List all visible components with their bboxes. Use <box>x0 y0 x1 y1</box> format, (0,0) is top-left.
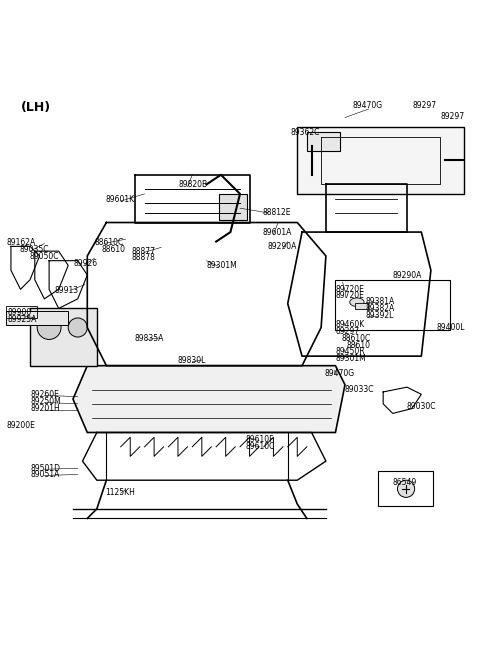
Ellipse shape <box>350 298 364 307</box>
Text: 89297: 89297 <box>413 101 437 110</box>
Text: 89201H: 89201H <box>30 404 60 413</box>
Text: 89830L: 89830L <box>178 356 206 365</box>
Bar <box>355 303 368 309</box>
Text: 89835A: 89835A <box>134 334 163 343</box>
Text: 89382A: 89382A <box>365 305 394 313</box>
Text: 89030C: 89030C <box>406 402 435 411</box>
Circle shape <box>397 480 415 497</box>
Text: 89913: 89913 <box>55 286 79 295</box>
Text: 89035C: 89035C <box>20 245 49 254</box>
Text: 1125KH: 1125KH <box>106 487 135 496</box>
Text: 89050C: 89050C <box>29 252 59 261</box>
Text: 88610C: 88610C <box>95 238 124 247</box>
Text: 89260E: 89260E <box>30 390 59 399</box>
Text: 89601A: 89601A <box>263 228 292 237</box>
Polygon shape <box>307 132 340 151</box>
Text: 89601K: 89601K <box>106 195 134 204</box>
Text: 89162A: 89162A <box>6 238 36 247</box>
Polygon shape <box>30 309 97 365</box>
Text: 89470G: 89470G <box>325 369 355 378</box>
Text: 89925A: 89925A <box>7 315 36 324</box>
Text: 88878: 88878 <box>131 253 155 262</box>
Text: 86549: 86549 <box>393 478 417 487</box>
Bar <box>6 310 68 325</box>
Text: 89250M: 89250M <box>30 397 61 406</box>
Text: 89301M: 89301M <box>206 261 237 271</box>
Text: (LH): (LH) <box>21 101 50 114</box>
Bar <box>6 306 37 318</box>
Text: 88877: 88877 <box>131 247 155 255</box>
Text: 89290A: 89290A <box>393 271 422 280</box>
Text: 89200E: 89200E <box>6 421 35 430</box>
Text: 89900: 89900 <box>7 308 31 317</box>
Text: 89362C: 89362C <box>290 128 320 138</box>
Text: 89926: 89926 <box>74 259 98 268</box>
Text: 88610: 88610 <box>347 341 371 350</box>
Text: 89033C: 89033C <box>345 385 374 394</box>
Text: 88610C: 88610C <box>341 334 371 343</box>
Polygon shape <box>297 127 464 194</box>
Text: 89450R: 89450R <box>336 347 365 356</box>
Text: 89297: 89297 <box>336 328 360 336</box>
Text: 89501D: 89501D <box>30 464 60 473</box>
Text: 88812E: 88812E <box>263 208 291 217</box>
Text: 89400L: 89400L <box>437 323 465 332</box>
Bar <box>218 194 247 220</box>
Text: 89392L: 89392L <box>365 311 394 320</box>
Text: 89290A: 89290A <box>268 242 297 251</box>
Text: 89381A: 89381A <box>365 297 394 307</box>
Bar <box>378 471 433 506</box>
Text: 89460K: 89460K <box>336 320 365 329</box>
Text: 89301M: 89301M <box>336 354 366 363</box>
Text: 89051A: 89051A <box>30 470 60 479</box>
Text: 89610F: 89610F <box>246 435 274 444</box>
Text: 89297: 89297 <box>441 112 465 121</box>
Circle shape <box>68 318 87 337</box>
Text: 89610C: 89610C <box>246 442 275 451</box>
Text: 89720E: 89720E <box>336 285 364 294</box>
Text: 88610: 88610 <box>102 245 126 253</box>
Circle shape <box>37 316 61 339</box>
Text: 89820B: 89820B <box>179 180 208 189</box>
Bar <box>336 280 450 330</box>
Polygon shape <box>73 365 345 432</box>
Text: 89470G: 89470G <box>352 101 382 110</box>
Text: 89720E: 89720E <box>336 291 364 300</box>
